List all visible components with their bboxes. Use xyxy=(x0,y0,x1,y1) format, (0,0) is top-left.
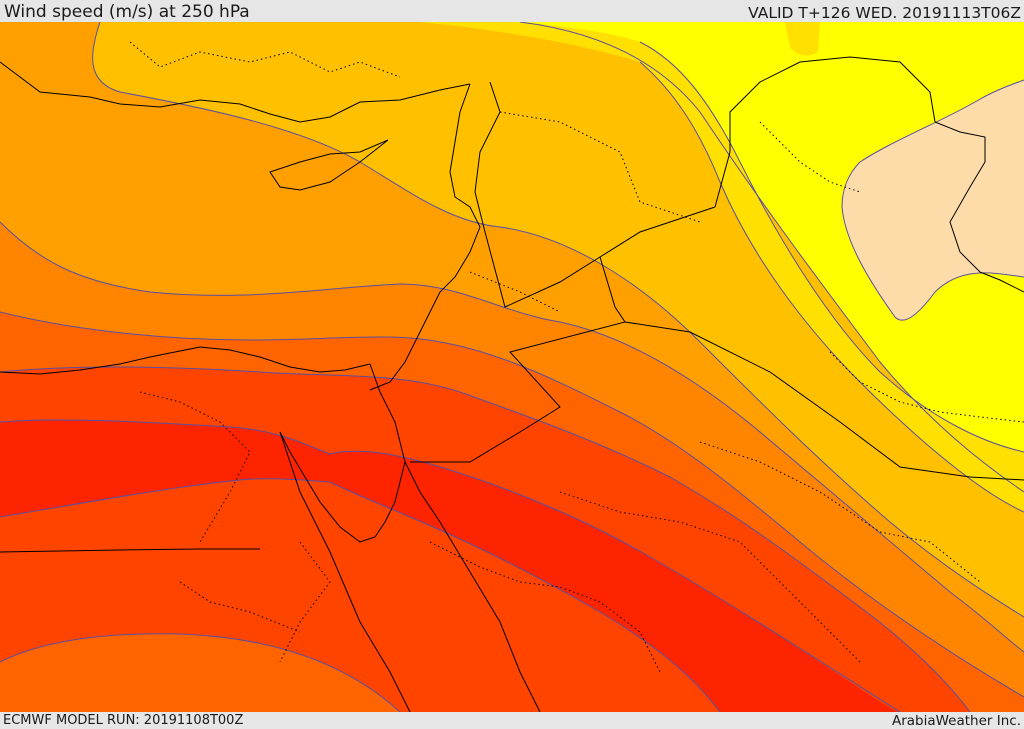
internal-boundaries xyxy=(129,41,1024,673)
coastlines-and-borders xyxy=(0,56,1024,712)
credit-label: ArabiaWeather Inc. xyxy=(891,713,1021,729)
wind-speed-map xyxy=(0,22,1024,712)
map-title: Wind speed (m/s) at 250 hPa xyxy=(4,2,250,22)
header-bar: Wind speed (m/s) at 250 hPa VALID T+126 … xyxy=(0,0,1024,22)
speed-contours xyxy=(0,22,1024,712)
band-peach xyxy=(842,80,1024,321)
band-8 xyxy=(0,419,900,712)
model-run-label: ECMWF MODEL RUN: 20191108T00Z xyxy=(3,713,244,728)
band-yellow-top xyxy=(785,22,820,56)
footer-bar: ECMWF MODEL RUN: 20191108T00Z ArabiaWeat… xyxy=(0,712,1024,729)
band-yellow xyxy=(520,22,1024,492)
band-6-bottom xyxy=(0,633,400,712)
valid-time-label: VALID T+126 WED. 20191113T06Z xyxy=(748,4,1021,22)
